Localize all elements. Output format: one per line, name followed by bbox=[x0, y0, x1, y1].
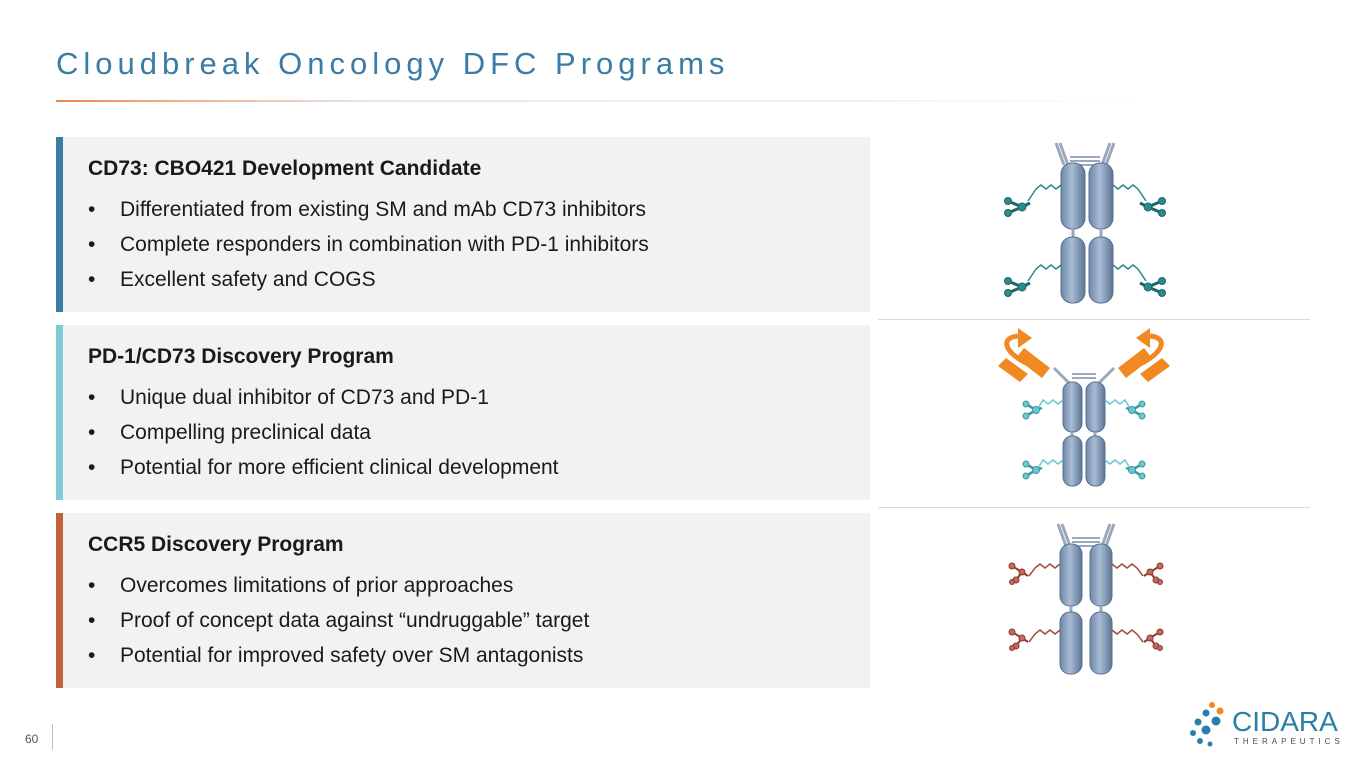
bullet-item: Proof of concept data against “undruggab… bbox=[88, 606, 589, 641]
section-divider bbox=[878, 319, 1310, 320]
program-panel-pd1-cd73: PD-1/CD73 Discovery Program Unique dual … bbox=[56, 325, 870, 500]
bullet-item: Excellent safety and COGS bbox=[88, 265, 649, 300]
program-panel-ccr5: CCR5 Discovery Program Overcomes limitat… bbox=[56, 513, 870, 688]
logo-subtitle: THERAPEUTICS bbox=[1234, 737, 1344, 746]
antibody-conjugate-pd1-icon bbox=[998, 328, 1170, 487]
bullet-item: Potential for improved safety over SM an… bbox=[88, 641, 589, 676]
cidara-logo: CIDARA THERAPEUTICS bbox=[1186, 700, 1340, 750]
page-number: 60 bbox=[25, 732, 39, 746]
panel-heading: CCR5 Discovery Program bbox=[88, 533, 344, 556]
panel-accent-bar bbox=[56, 325, 63, 500]
bullet-list: Differentiated from existing SM and mAb … bbox=[88, 195, 649, 300]
title-underline bbox=[56, 100, 1146, 102]
bullet-item: Potential for more efficient clinical de… bbox=[88, 453, 559, 488]
bullet-item: Differentiated from existing SM and mAb … bbox=[88, 195, 649, 230]
logo-dots-icon bbox=[1190, 702, 1224, 747]
panel-heading: CD73: CBO421 Development Candidate bbox=[88, 157, 482, 180]
antibody-conjugate-red-icon bbox=[1008, 523, 1164, 675]
panel-accent-bar bbox=[56, 137, 63, 312]
antibody-conjugate-teal-icon bbox=[1004, 142, 1166, 304]
bullet-item: Unique dual inhibitor of CD73 and PD-1 bbox=[88, 383, 559, 418]
slide-title: Cloudbreak Oncology DFC Programs bbox=[56, 46, 730, 81]
panel-accent-bar bbox=[56, 513, 63, 688]
logo-wordmark: CIDARA bbox=[1232, 706, 1338, 737]
bullet-list: Overcomes limitations of prior approache… bbox=[88, 571, 589, 676]
program-panel-cd73: CD73: CBO421 Development Candidate Diffe… bbox=[56, 137, 870, 312]
bullet-list: Unique dual inhibitor of CD73 and PD-1 C… bbox=[88, 383, 559, 488]
footer-divider bbox=[52, 724, 53, 750]
bullet-item: Compelling preclinical data bbox=[88, 418, 559, 453]
bullet-item: Overcomes limitations of prior approache… bbox=[88, 571, 589, 606]
section-divider bbox=[878, 507, 1310, 508]
panel-heading: PD-1/CD73 Discovery Program bbox=[88, 345, 394, 368]
bullet-item: Complete responders in combination with … bbox=[88, 230, 649, 265]
